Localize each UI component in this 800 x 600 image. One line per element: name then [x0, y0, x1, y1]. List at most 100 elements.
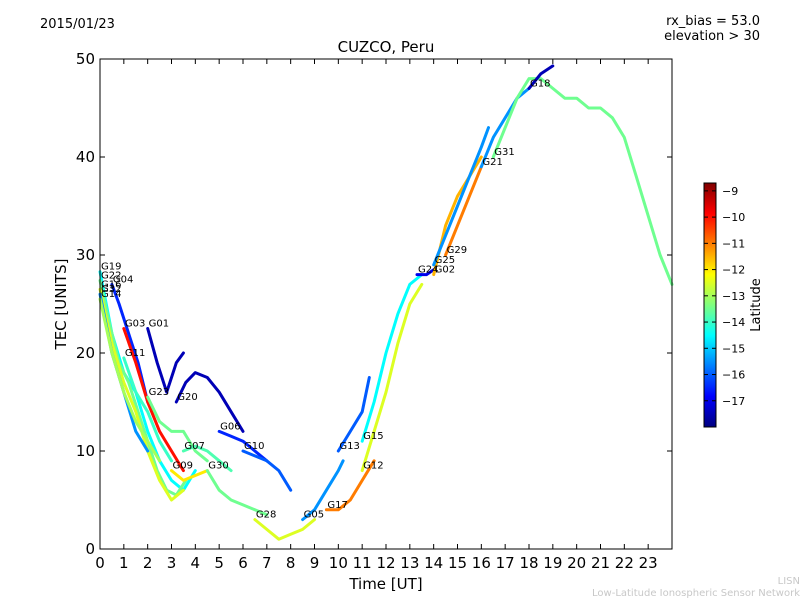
series-label: G04 — [113, 274, 133, 285]
credit-short: LISN — [777, 576, 800, 587]
series-label: G02 — [435, 265, 455, 276]
series-line-g15 — [360, 273, 424, 443]
colorbar-ticks: −9 −10 −11 −12 −13 −14 −15 −16 −17 — [704, 185, 745, 408]
series-line-g09 — [170, 469, 209, 482]
series-label: G22 — [101, 270, 121, 281]
y-tick-label: 10 — [76, 442, 95, 460]
colorbar-label: Latitude — [749, 278, 764, 332]
x-tick-label: 8 — [286, 554, 296, 572]
colorbar-tick-label: −14 — [722, 316, 745, 329]
series-line-g05 — [301, 459, 345, 522]
series-label: G11 — [125, 348, 145, 359]
y-axis-label: TEC [UNITS] — [52, 259, 70, 351]
x-tick-label: 11 — [353, 554, 372, 572]
series-label: G03 — [125, 319, 145, 330]
colorbar-tick-label: −16 — [722, 369, 745, 382]
x-tick-label: 20 — [567, 554, 586, 572]
series-layer — [98, 64, 674, 541]
series-line-g30 — [205, 469, 269, 517]
series-label: G10 — [244, 441, 264, 452]
series-line-g18 — [527, 64, 555, 90]
x-tick-label: 18 — [519, 554, 538, 572]
series-label: G23 — [149, 387, 169, 398]
series-label: G07 — [184, 441, 204, 452]
x-tick-label: 14 — [424, 554, 443, 572]
elevation-label: elevation > 30 — [664, 29, 760, 44]
colorbar: −9 −10 −11 −12 −13 −14 −15 −16 −17 Latitude — [703, 182, 764, 428]
series-label: G17 — [327, 500, 347, 511]
series-label: G25 — [435, 255, 455, 266]
series-label: G32 — [101, 284, 121, 295]
series-line-g24 — [415, 268, 436, 277]
series-line-g20 — [174, 371, 245, 433]
x-tick-label: 17 — [496, 554, 515, 572]
series-line-g01 — [146, 327, 185, 394]
y-tick-label: 20 — [76, 344, 95, 362]
colorbar-tick-label: −11 — [722, 237, 745, 250]
x-tick-label: 22 — [615, 554, 634, 572]
series-line-g17 — [324, 459, 376, 512]
series-line-g25 — [432, 126, 490, 267]
series-label: G14 — [101, 289, 121, 300]
series-line-g22 — [98, 279, 188, 497]
x-tick-label: 0 — [95, 554, 105, 572]
y-tick-label: 0 — [85, 540, 95, 558]
x-tick-label: 7 — [262, 554, 272, 572]
x-tick-label: 1 — [119, 554, 129, 572]
series-label: G12 — [363, 461, 383, 472]
rx-bias-label: rx_bias = 53.0 — [666, 14, 760, 29]
series-label: G16 — [101, 279, 121, 290]
x-tick-label: 4 — [191, 554, 201, 572]
series-label: G15 — [363, 431, 383, 442]
series-label: G20 — [177, 392, 197, 403]
series-label: G09 — [173, 461, 193, 472]
colorbar-tick-label: −12 — [722, 264, 745, 277]
series-label: G05 — [304, 510, 324, 521]
colorbar-tick-label: −13 — [722, 290, 745, 303]
x-tick-label: 21 — [591, 554, 610, 572]
chart-title: CUZCO, Peru — [337, 38, 435, 56]
date-label: 2015/01/23 — [40, 17, 115, 32]
x-tick-label: 15 — [448, 554, 467, 572]
series-line-g29 — [444, 165, 483, 257]
x-tick-label: 2 — [143, 554, 153, 572]
series-line-g31 — [491, 77, 674, 286]
y-tick-label: 40 — [76, 148, 95, 166]
colorbar-tick-label: −15 — [722, 342, 745, 355]
colorbar-tick-label: −9 — [722, 185, 738, 198]
series-label: G13 — [339, 441, 359, 452]
series-label: G29 — [447, 245, 467, 256]
x-tick-label: 3 — [167, 554, 177, 572]
series-label: G19 — [101, 262, 121, 273]
x-tick-label: 10 — [329, 554, 348, 572]
y-tick-label: 30 — [76, 246, 95, 264]
x-tick-label: 16 — [472, 554, 491, 572]
series-label: G24 — [418, 265, 438, 276]
colorbar-tick-label: −17 — [722, 395, 745, 408]
x-tick-label: 19 — [543, 554, 562, 572]
x-axis-label: Time [UT] — [348, 575, 422, 593]
series-line-g28 — [253, 518, 316, 541]
series-line-g07 — [181, 444, 233, 473]
series-line-g03 — [122, 327, 185, 473]
x-tick-label: 5 — [214, 554, 224, 572]
series-line-g19 — [98, 270, 197, 492]
series-line-g14 — [98, 297, 162, 463]
colorbar-tick-label: −10 — [722, 211, 745, 224]
y-tick-label: 50 — [76, 50, 95, 68]
series-line-g06 — [217, 429, 269, 463]
axis-ticks: 0 1 2 3 4 5 6 7 8 9 10 11 12 13 14 15 16 17 18 19 20 21 22 2301… — [76, 50, 672, 572]
x-tick-label: 13 — [400, 554, 419, 572]
series-label: G30 — [208, 461, 228, 472]
credit-long: Low-Latitude Ionospheric Sensor Network — [592, 588, 800, 599]
series-line-g23 — [146, 395, 209, 463]
series-label: G28 — [256, 510, 276, 521]
series-label: G21 — [482, 157, 502, 168]
series-line-g12 — [360, 282, 424, 473]
series-line-g21 — [479, 86, 531, 169]
series-label: G01 — [149, 319, 169, 330]
series-line-g13 — [336, 376, 371, 453]
x-tick-label: 9 — [310, 554, 320, 572]
